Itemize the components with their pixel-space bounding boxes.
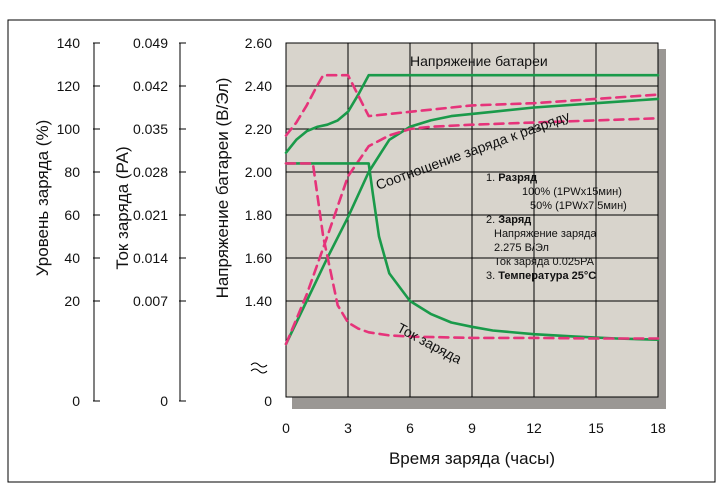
y-axis-label-current: Ток заряда (PA)	[113, 146, 132, 269]
y-tick-label: 100	[57, 121, 81, 137]
y-tick-label: 80	[64, 164, 80, 180]
y-tick-label: 1.40	[245, 293, 272, 309]
note-line-1: 1. Разряд	[486, 172, 537, 184]
y-tick-label: 0.049	[133, 35, 168, 51]
y-tick-label: 0.014	[133, 250, 168, 266]
y-tick-label: 0.042	[133, 78, 168, 94]
curve-label-voltage: Напряжение батареи	[410, 53, 548, 69]
y-tick-label: 0.035	[133, 121, 168, 137]
y-tick-label: 120	[57, 78, 81, 94]
note-line-6: 2.275 В/Эл	[494, 242, 549, 254]
y-tick-label: 2.40	[245, 78, 272, 94]
figure-frame	[7, 19, 716, 483]
conditions-note: 1. Разряд 100% (1PWx15мин) 50% (1PWx7.5м…	[486, 172, 627, 282]
y-tick-label: 0.007	[133, 293, 168, 309]
y-axis-label-percent: Уровень заряда (%)	[33, 120, 52, 276]
axes: 0 3 6 9 12 15 18 140 120 100 80 60 40 20 0 0.049 0.042 0.…	[57, 35, 666, 436]
series	[284, 73, 660, 346]
x-tick-label: 3	[344, 420, 352, 436]
note-line-5: Напряжение заряда	[494, 228, 597, 240]
x-axis-label: Время заряда (часы)	[389, 449, 555, 468]
header-strip	[0, 0, 722, 6]
x-tick-label: 9	[468, 420, 476, 436]
note-line-3: 50% (1PWx7.5мин)	[530, 200, 627, 212]
x-tick-label: 12	[526, 420, 542, 436]
y-tick-label: 2.00	[245, 164, 272, 180]
series-line-percent-dash	[284, 117, 660, 346]
note-line-2: 100% (1PWx15мин)	[522, 186, 622, 198]
y-tick-label: 1.60	[245, 250, 272, 266]
series-line-current-solid	[284, 162, 660, 341]
y-tick-label: 0.028	[133, 164, 168, 180]
y-axis-label-voltage: Напряжение батареи (В/Эл)	[213, 78, 232, 299]
y-tick-label: 2.60	[245, 35, 272, 51]
y-tick-label: 20	[64, 293, 80, 309]
y-tick-label: 0	[72, 393, 80, 409]
y-tick-label: 1.80	[245, 207, 272, 223]
axis-break-mark	[250, 362, 268, 374]
note-line-8: 3. Температура 25°C	[486, 270, 596, 282]
y-tick-label: 40	[64, 250, 80, 266]
x-tick-label: 6	[406, 420, 414, 436]
y-tick-label: 140	[57, 35, 81, 51]
series-line-voltage-dash	[284, 73, 660, 137]
note-line-4: 2. Заряд	[486, 214, 531, 226]
x-tick-label: 0	[282, 420, 290, 436]
x-tick-label: 15	[588, 420, 604, 436]
series-line-voltage-solid	[284, 73, 660, 154]
note-line-7: Ток заряда 0.025PA	[494, 256, 595, 268]
y-tick-label: 2.20	[245, 121, 272, 137]
y-tick-label: 0	[264, 393, 272, 409]
y-tick-label: 0	[160, 393, 168, 409]
y-tick-label: 60	[64, 207, 80, 223]
x-tick-label: 18	[650, 420, 666, 436]
y-tick-label: 0.021	[133, 207, 168, 223]
series-line-current-dash	[284, 162, 660, 340]
